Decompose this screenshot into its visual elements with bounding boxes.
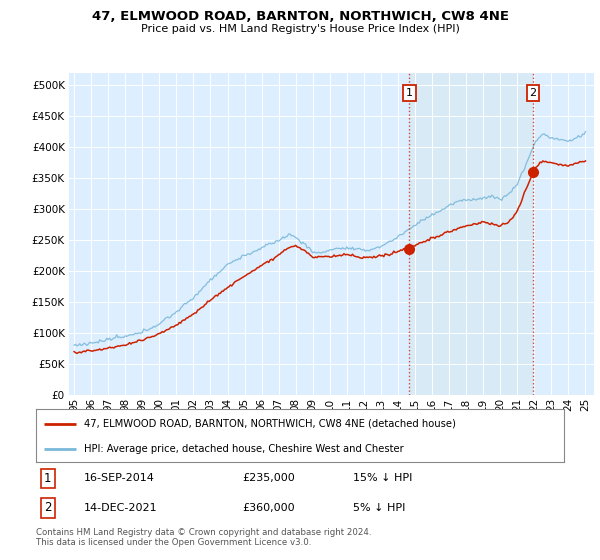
Text: 47, ELMWOOD ROAD, BARNTON, NORTHWICH, CW8 4NE: 47, ELMWOOD ROAD, BARNTON, NORTHWICH, CW… xyxy=(91,10,509,22)
Text: 2: 2 xyxy=(44,501,52,514)
Text: 2: 2 xyxy=(529,88,536,98)
Text: 1: 1 xyxy=(44,472,52,485)
Text: HPI: Average price, detached house, Cheshire West and Chester: HPI: Average price, detached house, Ches… xyxy=(83,444,403,454)
Text: £360,000: £360,000 xyxy=(242,503,295,513)
Text: 14-DEC-2021: 14-DEC-2021 xyxy=(83,503,157,513)
Text: Contains HM Land Registry data © Crown copyright and database right 2024.
This d: Contains HM Land Registry data © Crown c… xyxy=(36,528,371,547)
Text: 5% ↓ HPI: 5% ↓ HPI xyxy=(353,503,405,513)
Text: 15% ↓ HPI: 15% ↓ HPI xyxy=(353,473,412,483)
Bar xyxy=(409,73,533,395)
Text: 1: 1 xyxy=(406,88,413,98)
Text: 47, ELMWOOD ROAD, BARNTON, NORTHWICH, CW8 4NE (detached house): 47, ELMWOOD ROAD, BARNTON, NORTHWICH, CW… xyxy=(83,419,455,429)
Text: 16-SEP-2014: 16-SEP-2014 xyxy=(83,473,154,483)
Text: Price paid vs. HM Land Registry's House Price Index (HPI): Price paid vs. HM Land Registry's House … xyxy=(140,24,460,34)
Text: £235,000: £235,000 xyxy=(242,473,295,483)
